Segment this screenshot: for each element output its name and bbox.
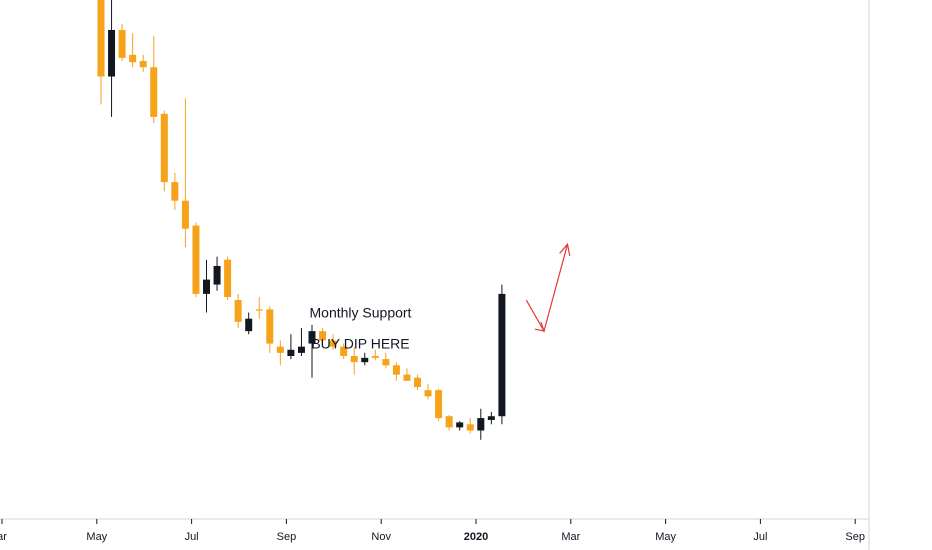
candle: [108, 0, 116, 117]
time-tick-label: 2020: [464, 531, 488, 543]
candle: [340, 343, 348, 360]
candle-body: [424, 390, 432, 397]
candle: [414, 374, 421, 391]
candle-body: [150, 67, 158, 117]
candle-body: [234, 300, 242, 322]
candle: [350, 346, 358, 375]
candle-body: [371, 355, 379, 358]
candle: [255, 296, 263, 319]
candle-body: [276, 346, 284, 353]
candle-body: [329, 340, 337, 347]
candle-body: [181, 200, 189, 229]
candle: [297, 328, 305, 356]
candle-body: [255, 309, 263, 311]
candle-body: [435, 390, 443, 419]
candle: [224, 256, 232, 301]
candle: [266, 306, 274, 353]
candle-body: [350, 355, 358, 363]
candle: [319, 328, 327, 347]
candle-body: [487, 416, 495, 420]
candle: [129, 33, 137, 68]
candle: [203, 259, 210, 313]
candles-group: [97, 0, 506, 440]
candle-body: [287, 349, 295, 356]
candle: [181, 98, 189, 248]
candle-body: [224, 259, 232, 297]
candle-body: [382, 359, 390, 366]
candle: [245, 312, 253, 335]
candle: [234, 293, 242, 329]
time-tick-label: Sep: [277, 531, 297, 543]
candle: [403, 368, 411, 381]
candle: [213, 256, 221, 291]
candle-body: [319, 331, 327, 341]
candle-body: [498, 293, 506, 417]
time-tick-label: Jul: [753, 531, 767, 543]
candle: [361, 352, 369, 366]
candle-body: [403, 374, 411, 381]
candle: [308, 324, 316, 378]
candle: [466, 418, 474, 434]
candle: [139, 54, 147, 73]
candle-body: [445, 416, 453, 428]
time-tick-label: Mar: [561, 531, 580, 543]
candle-body: [297, 346, 305, 353]
candle: [192, 222, 200, 297]
candle-body: [245, 318, 253, 332]
candle-body: [160, 113, 168, 183]
candle: [97, 0, 105, 105]
candle-body: [203, 279, 210, 294]
candle: [382, 352, 390, 369]
annotations-group: Monthly Support BUY DIP HERE: [310, 242, 571, 352]
candle-body: [361, 357, 369, 363]
candle: [445, 414, 453, 431]
candle: [498, 284, 506, 425]
candle-body: [192, 225, 200, 294]
candle: [371, 349, 379, 361]
candle: [424, 383, 432, 400]
candle-body: [97, 0, 105, 77]
time-tick-label: May: [655, 531, 676, 543]
candle: [477, 408, 485, 440]
candle-body: [139, 61, 147, 68]
candle-body: [456, 422, 464, 428]
candle: [160, 110, 168, 192]
time-axis[interactable]: ar May Jul Sep Nov 2020 Mar May Jul Sep: [0, 519, 865, 543]
candle-body: [118, 29, 126, 58]
candle: [392, 362, 400, 381]
arrow-head: [559, 242, 571, 257]
candle-body: [171, 182, 179, 201]
candle-body: [108, 29, 116, 77]
time-tick-label: Sep: [845, 531, 865, 543]
time-tick-label: ar: [0, 531, 7, 543]
arrow-dip-head: [534, 321, 545, 332]
candle-body: [308, 331, 316, 344]
candle-body: [477, 418, 485, 431]
candle: [276, 340, 284, 366]
candle: [456, 421, 464, 431]
candle-body: [466, 424, 474, 431]
candle: [435, 388, 443, 422]
candle-body: [392, 365, 400, 375]
candle: [287, 334, 295, 360]
candle-body: [266, 309, 274, 344]
annotation-text: Monthly Support: [310, 305, 412, 321]
candle: [118, 23, 126, 62]
candle-body: [129, 54, 137, 63]
candle: [329, 334, 337, 350]
candle: [487, 411, 495, 425]
annotation-text: BUY DIP HERE: [311, 336, 409, 352]
candle: [150, 36, 158, 124]
time-tick-label: Nov: [371, 531, 391, 543]
candle-body: [213, 265, 221, 285]
candle-body: [340, 346, 348, 356]
time-tick-label: Jul: [185, 531, 199, 543]
time-tick-label: May: [86, 531, 107, 543]
candle: [171, 172, 179, 211]
candle-body: [414, 377, 421, 388]
